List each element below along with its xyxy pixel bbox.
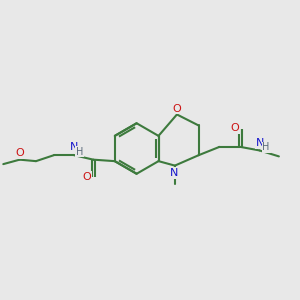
Text: O: O	[230, 124, 239, 134]
Text: O: O	[172, 103, 181, 113]
Text: N: N	[70, 142, 78, 152]
Text: H: H	[76, 147, 83, 157]
Text: H: H	[262, 142, 270, 152]
Text: O: O	[82, 172, 91, 182]
Text: O: O	[15, 148, 24, 158]
Text: N: N	[170, 168, 178, 178]
Text: N: N	[256, 138, 265, 148]
